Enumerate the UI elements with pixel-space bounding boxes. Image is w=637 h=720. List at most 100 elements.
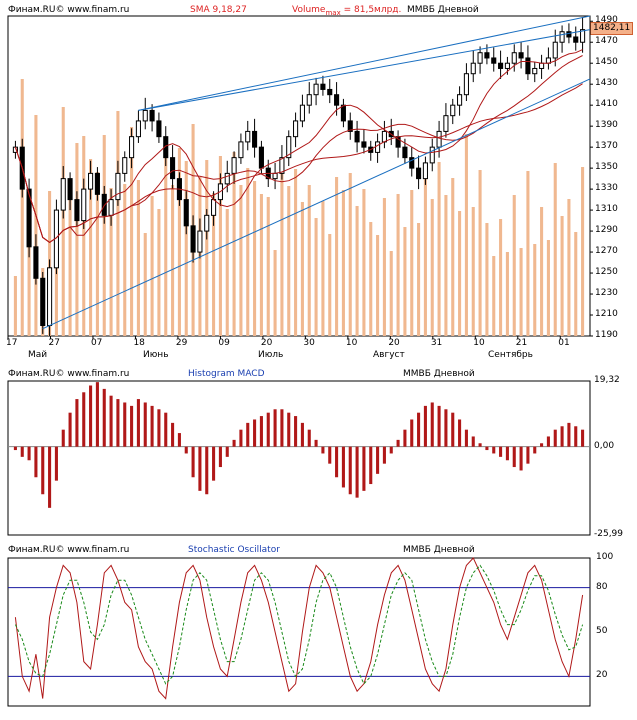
candle-body: [539, 62, 545, 69]
xtick-day-label: 29: [175, 338, 188, 348]
candle-body: [327, 88, 333, 96]
xtick-day-label: 10: [473, 338, 485, 348]
candle-body: [129, 136, 135, 159]
candle-body: [245, 130, 251, 143]
price-ytick-label: 1390: [595, 120, 618, 131]
candle-body: [299, 104, 305, 122]
candle-body: [306, 94, 312, 106]
candle-body: [142, 109, 148, 122]
candle-body: [491, 57, 497, 64]
candle-body: [190, 225, 196, 253]
candle-body: [67, 178, 73, 201]
candle-body: [252, 130, 258, 148]
candle-body: [470, 62, 476, 75]
candle-body: [88, 172, 94, 190]
panel-frame-3: [7, 557, 591, 707]
candle-body: [258, 146, 264, 169]
sma-line-9: [14, 49, 583, 244]
candle-body: [149, 109, 155, 122]
candle-body: [484, 52, 490, 59]
trendline-middle: [138, 29, 591, 111]
candle-body: [279, 157, 285, 174]
panel-frame-1: [7, 15, 591, 337]
candle-body: [170, 157, 176, 180]
price-indicator-label: SMA 9,18,27: [190, 5, 247, 15]
candle-body: [450, 104, 456, 117]
price-ytick-label: 1350: [595, 162, 618, 173]
candle-body: [231, 157, 237, 174]
macd-source-label: Финам.RU© www.finam.ru: [8, 369, 130, 379]
candle-body: [409, 157, 415, 169]
xtick-month-label: Май: [28, 350, 48, 360]
xtick-day-label: 10: [345, 338, 358, 348]
candle-body: [381, 130, 387, 143]
candle-body: [566, 31, 572, 38]
stoch-ytick-label: 20: [596, 670, 608, 681]
price-ytick-label: 1310: [595, 204, 618, 215]
trendline-lower: [42, 78, 591, 330]
price-source-label: Финам.RU© www.finam.ru: [8, 5, 130, 15]
candle-body: [320, 83, 326, 90]
candle-body: [340, 104, 346, 122]
xtick-month-label: Август: [373, 350, 405, 360]
xtick-day-label: 30: [303, 338, 315, 348]
candle-body: [429, 146, 435, 164]
candle-body: [422, 162, 428, 180]
candle-body: [33, 246, 39, 279]
candle-body: [286, 136, 292, 159]
price-ytick-label: 1230: [595, 288, 618, 299]
candle-body: [47, 267, 53, 327]
macd-instrument-label: ММВБ Дневной: [403, 369, 475, 379]
xtick-month-label: Июль: [258, 350, 284, 360]
candle-body: [238, 141, 244, 159]
candle-body: [580, 29, 586, 43]
volume-sub: max: [325, 8, 341, 17]
macd-ytick-label: -25,99: [594, 529, 624, 539]
candle-body: [532, 67, 538, 75]
candle-body: [211, 199, 217, 216]
price-ytick-label: 1430: [595, 78, 618, 89]
xtick-day-label: 27: [48, 338, 60, 348]
candle-body: [334, 94, 340, 106]
last-price-badge: 1482,11: [590, 22, 634, 35]
candle-body: [197, 230, 203, 253]
candle-body: [416, 167, 422, 180]
price-ytick-label: 1490: [595, 15, 618, 26]
candle-body: [457, 94, 463, 106]
candle-body: [347, 120, 353, 132]
price-ytick-label: 1210: [595, 309, 618, 320]
xtick-day-label: 09: [218, 338, 230, 348]
candle-body: [204, 214, 210, 232]
macd-ytick-label: 19,32: [594, 375, 620, 385]
candle-body: [272, 172, 278, 180]
xtick-day-label: 18: [133, 338, 145, 348]
candle-body: [60, 178, 66, 211]
candle-body: [122, 157, 128, 174]
macd-indicator-label: Histogram MACD: [188, 369, 265, 379]
stoch-source-label: Финам.RU© www.finam.ru: [8, 545, 130, 555]
candle-body: [74, 199, 80, 222]
candle-body: [559, 31, 565, 43]
candle-body: [504, 62, 510, 69]
candle-body: [293, 120, 299, 138]
stoch-ytick-label: 100: [596, 552, 614, 562]
candle-body: [156, 120, 162, 138]
stoch-indicator-label: Stochastic Oscillator: [188, 545, 280, 555]
price-ytick-label: 1190: [595, 330, 618, 340]
xtick-day-label: 20: [388, 338, 400, 348]
candle-body: [477, 52, 483, 64]
candle-body: [224, 172, 230, 185]
stoch-ytick-label: 50: [596, 626, 608, 636]
stoch-d-line: [14, 564, 584, 685]
candle-body: [40, 277, 46, 327]
candle-body: [552, 41, 558, 59]
xtick-day-label: 20: [260, 338, 273, 348]
panel-frame-2: [7, 380, 591, 536]
candle-body: [163, 136, 169, 159]
xtick-day-label: 01: [558, 338, 570, 348]
xtick-day-label: 17: [6, 338, 18, 348]
xtick-month-label: Июнь: [143, 350, 169, 360]
trendline-upper: [138, 15, 591, 111]
macd-ytick-label: 0,00: [594, 440, 615, 451]
